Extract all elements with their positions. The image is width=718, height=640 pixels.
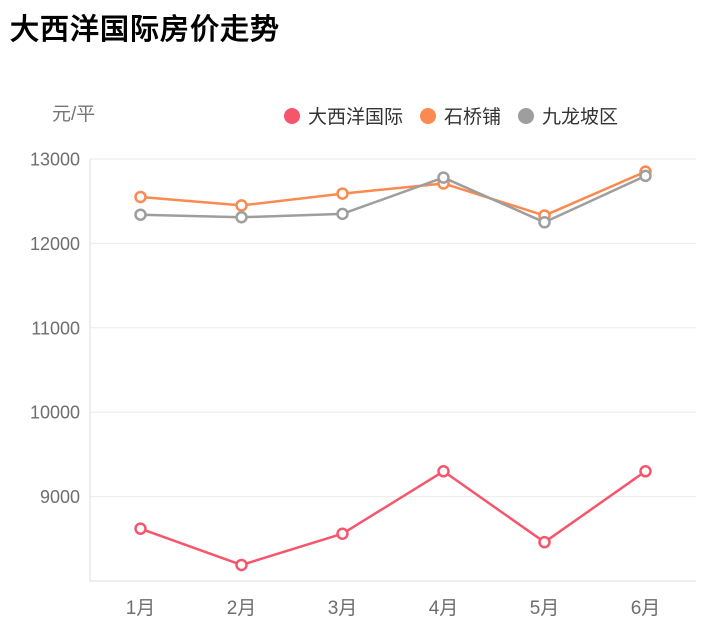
x-tick-label: 2月 — [227, 598, 257, 619]
data-point[interactable] — [134, 208, 147, 221]
data-point[interactable] — [639, 169, 652, 183]
legend-label: 九龙坡区 — [542, 107, 619, 128]
y-tick-label: 10000 — [30, 403, 80, 423]
legend-dot — [518, 107, 535, 124]
series-line-1 — [139, 170, 647, 217]
legend-dot — [284, 107, 300, 124]
x-tick-label: 1月 — [126, 598, 156, 619]
legend-label: 大西洋国际 — [308, 107, 404, 128]
data-point[interactable] — [437, 171, 450, 184]
data-point[interactable] — [437, 465, 450, 478]
x-tick-label: 3月 — [328, 598, 358, 619]
data-point[interactable] — [639, 465, 652, 478]
legend-item-1[interactable]: 石桥铺 — [420, 102, 501, 129]
x-tick-label: 4月 — [429, 598, 459, 619]
chart-legend: 大西洋国际 石桥铺 九龙坡区 — [284, 102, 618, 129]
chart-title: 大西洋国际房价走势 — [10, 14, 281, 46]
data-point[interactable] — [235, 210, 248, 224]
data-point[interactable] — [336, 207, 349, 221]
x-tick-label: 6月 — [631, 598, 661, 619]
series-line-2 — [139, 174, 647, 224]
y-tick-label: 11000 — [31, 318, 80, 338]
data-point[interactable] — [235, 199, 248, 212]
legend-dot — [420, 107, 437, 124]
y-tick-label: 12000 — [30, 234, 80, 254]
y-tick-label: 13000 — [30, 150, 80, 170]
data-point[interactable] — [538, 535, 551, 549]
series-line-0 — [139, 470, 647, 567]
data-point[interactable] — [134, 190, 147, 204]
data-point[interactable] — [235, 558, 248, 572]
legend-item-2[interactable]: 九龙坡区 — [518, 102, 618, 129]
y-tick-label: 9000 — [40, 487, 80, 507]
y-axis-unit-label: 元/平 — [52, 104, 96, 125]
data-point[interactable] — [538, 216, 551, 229]
data-point[interactable] — [134, 522, 147, 535]
x-tick-label: 5月 — [530, 598, 560, 619]
data-point[interactable] — [336, 527, 349, 540]
data-point[interactable] — [336, 187, 349, 200]
legend-label: 石桥铺 — [444, 107, 502, 128]
legend-item-0[interactable]: 大西洋国际 — [284, 102, 403, 129]
